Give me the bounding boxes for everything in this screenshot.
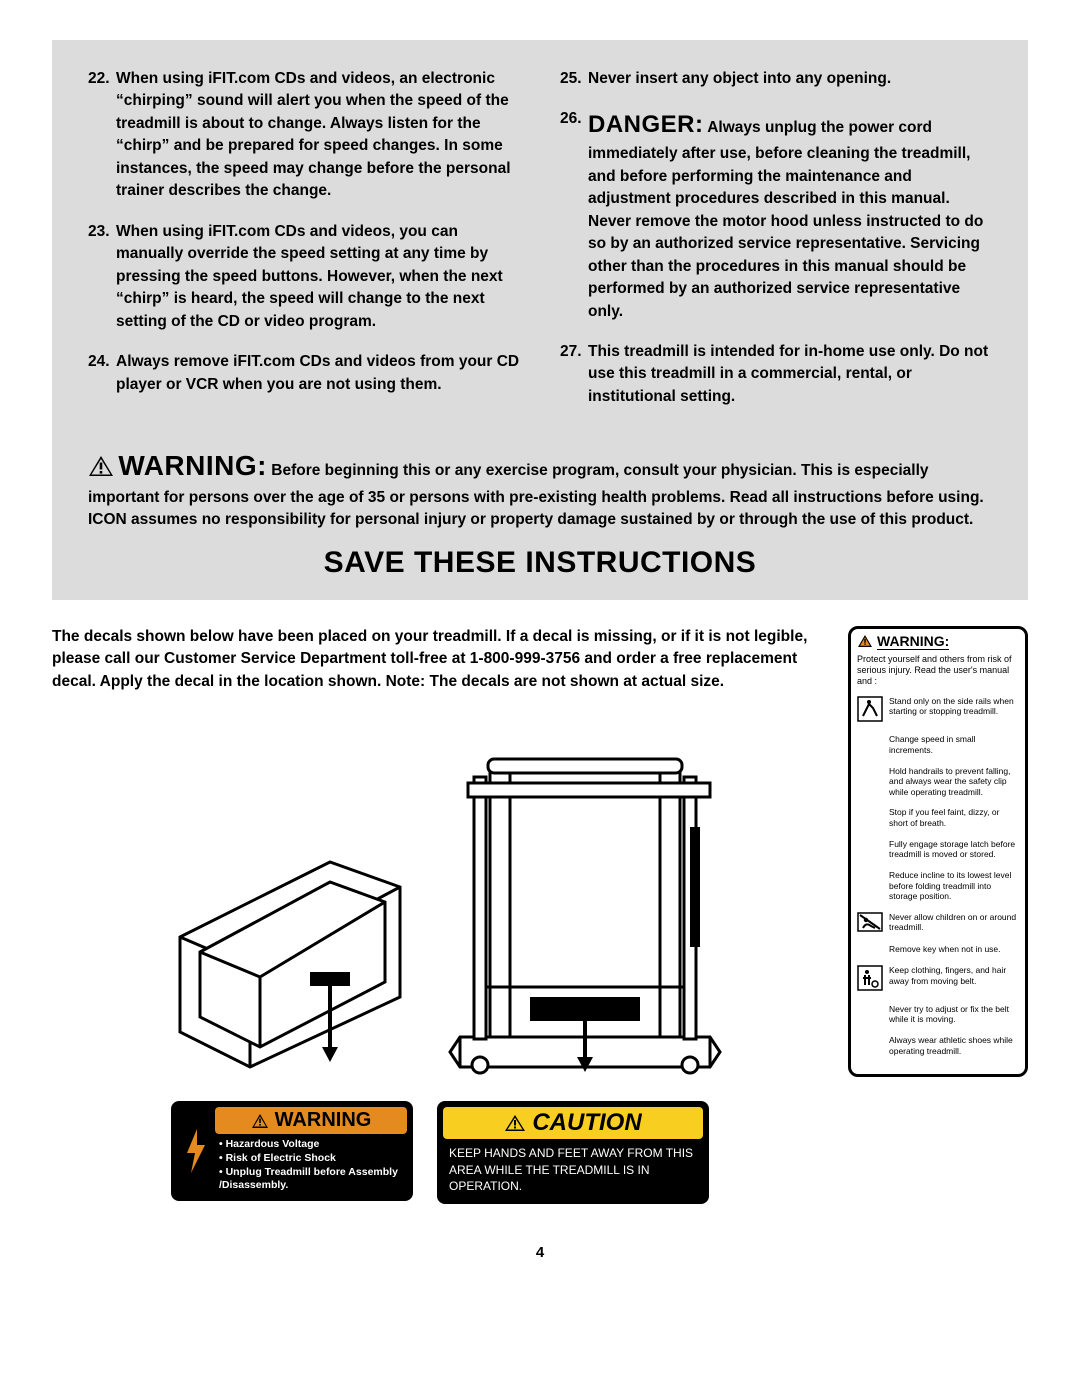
warning-paragraph: WARNING: Before beginning this or any ex… [88,446,992,532]
instruction-item: 23. When using iFIT.com CDs and videos, … [88,221,520,333]
caution-label-title: CAUTION [532,1109,641,1137]
bullet-text: Fully engage storage latch before treadm… [889,839,1019,860]
bullet-text: Remove key when not in use. [889,944,1019,955]
small-warning-decal: WARNING • Hazardous Voltage • Risk of El… [171,1101,413,1201]
instruction-item: 22. When using iFIT.com CDs and videos, … [88,68,520,203]
instruction-item: 25. Never insert any object into any ope… [560,68,992,90]
save-instructions-heading: SAVE THESE INSTRUCTIONS [88,546,992,580]
figure-area [52,707,828,1097]
item-text: Always remove iFIT.com CDs and videos fr… [116,351,520,396]
item-text: When using iFIT.com CDs and videos, an e… [116,68,520,203]
child-icon [857,912,885,935]
lower-left: The decals shown below have been placed … [52,626,828,1204]
lower-section: The decals shown below have been placed … [52,626,1028,1204]
clothing-icon [857,965,885,994]
instruction-box: 22. When using iFIT.com CDs and videos, … [52,40,1028,600]
treadmill-illustration [52,707,828,1097]
warning-label-title: WARNING [275,1109,372,1132]
decal-intro: Protect yourself and others from risk of… [857,654,1019,688]
item-number: 26. [560,108,588,323]
bolt-icon [177,1107,215,1195]
caution-decal: CAUTION KEEP HANDS AND FEET AWAY FROM TH… [437,1101,709,1204]
bullet-text: Hold handrails to prevent falling, and a… [889,766,1019,798]
left-column: 22. When using iFIT.com CDs and videos, … [88,68,520,426]
warning-icon [88,455,114,484]
bullet-text: Stand only on the side rails when starti… [889,696,1019,725]
labels-row: WARNING • Hazardous Voltage • Risk of El… [52,1101,828,1204]
right-column: 25. Never insert any object into any ope… [560,68,992,426]
warning-line: • Unplug Treadmill before Assembly /Disa… [219,1166,403,1193]
page: 22. When using iFIT.com CDs and videos, … [0,40,1080,1291]
bullet-text: Keep clothing, fingers, and hair away fr… [889,965,1019,994]
decal-intro-text: The decals shown below have been placed … [52,626,828,693]
caution-label-body: KEEP HANDS AND FEET AWAY FROM THIS AREA … [443,1139,703,1198]
item-number: 27. [560,341,588,408]
bullet-text: Never try to adjust or fix the belt whil… [889,1004,1019,1025]
item-body: Always unplug the power cord immediately… [588,119,983,319]
bullet-text: Never allow children on or around treadm… [889,912,1019,935]
warning-line: • Hazardous Voltage [219,1138,403,1152]
bullet-text: Stop if you feel faint, dizzy, or short … [889,807,1019,828]
bullet-text: Change speed in small increments. [889,734,1019,755]
item-number: 24. [88,351,116,396]
instruction-item: 26. DANGER: Always unplug the power cord… [560,108,992,323]
warning-line: • Risk of Electric Shock [219,1152,403,1166]
warning-label-header: WARNING [215,1107,407,1134]
decal-bullets: Stand only on the side rails when starti… [857,696,1019,1057]
warning-icon [857,634,873,648]
instruction-item: 24. Always remove iFIT.com CDs and video… [88,351,520,396]
tall-warning-decal: WARNING: Protect yourself and others fro… [848,626,1028,1204]
stand-icon [857,696,885,725]
item-number: 25. [560,68,588,90]
decal-warning-header: WARNING: [857,633,1019,650]
warning-label-body: • Hazardous Voltage • Risk of Electric S… [215,1134,407,1195]
danger-word: DANGER: [588,111,704,138]
item-text: Never insert any object into any opening… [588,68,992,90]
caution-label-header: CAUTION [443,1107,703,1139]
item-number: 22. [88,68,116,203]
bullet-text: Reduce incline to its lowest level befor… [889,870,1019,902]
page-number: 4 [0,1204,1080,1291]
item-text: DANGER: Always unplug the power cord imm… [588,108,992,323]
decal-header-text: WARNING: [877,633,949,650]
item-number: 23. [88,221,116,333]
bullet-text: Always wear athletic shoes while operati… [889,1035,1019,1056]
instruction-item: 27. This treadmill is intended for in-ho… [560,341,992,408]
item-text: When using iFIT.com CDs and videos, you … [116,221,520,333]
warning-word: WARNING: [118,450,267,481]
item-text: This treadmill is intended for in-home u… [588,341,992,408]
